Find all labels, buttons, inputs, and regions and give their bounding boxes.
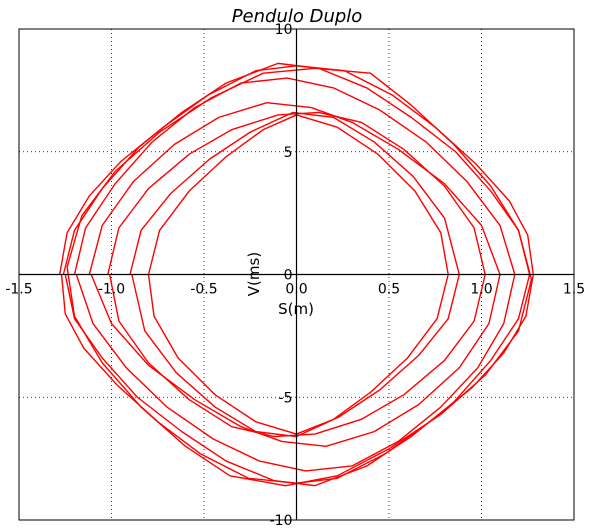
x-tick-label: 1.5 bbox=[563, 282, 585, 298]
x-tick-label: 1.0 bbox=[470, 282, 492, 298]
y-tick-label: 10 bbox=[275, 22, 293, 38]
x-tick-label: 0.5 bbox=[378, 282, 400, 298]
x-tick-label: -1.0 bbox=[98, 282, 125, 298]
y-tick-label: 0 bbox=[284, 268, 293, 284]
tick-labels: -1.5 -1.0 -0.5 0.0 0.5 1.0 1.5 -10 -5 0 5 10 bbox=[5, 22, 585, 529]
series-line-7 bbox=[66, 67, 533, 487]
y-tick-label: 5 bbox=[284, 145, 293, 161]
y-axis-title: V(ms) bbox=[245, 252, 263, 296]
x-tick-label: -0.5 bbox=[190, 282, 217, 298]
x-tick-label: 0.0 bbox=[285, 282, 307, 298]
y-tick-label: -10 bbox=[270, 513, 293, 529]
center-axes bbox=[19, 29, 574, 520]
y-tick-label: -5 bbox=[279, 390, 293, 406]
x-tick-label: -1.5 bbox=[5, 282, 32, 298]
x-axis-title: S(m) bbox=[278, 300, 314, 318]
chart-title: Pendulo Duplo bbox=[232, 6, 363, 27]
